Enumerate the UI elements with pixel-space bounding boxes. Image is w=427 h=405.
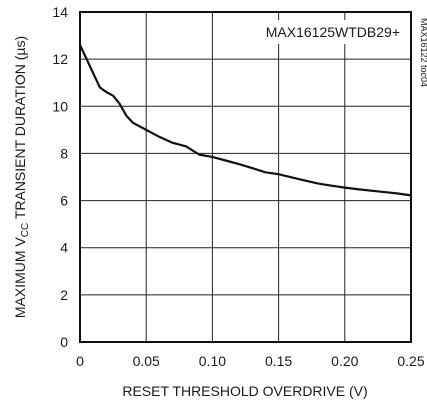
- x-tick-label: 0: [76, 353, 84, 369]
- y-tick-label: 2: [60, 287, 68, 303]
- x-tick-label: 0.25: [397, 353, 424, 369]
- y-axis-label-rest: TRANSIENT DURATION (µs): [12, 36, 28, 223]
- watermark-label: MAX16122 toc04: [419, 18, 427, 87]
- x-tick-labels: 0 0.05 0.10 0.15 0.20 0.25: [76, 353, 425, 369]
- x-axis-label: RESET THRESHOLD OVERDRIVE (V): [122, 383, 367, 399]
- y-axis-label-main: MAXIMUM V: [12, 237, 28, 319]
- y-tick-label: 0: [60, 334, 68, 350]
- chart-title: MAX16125WTDB29+: [266, 24, 400, 40]
- y-tick-label: 10: [52, 98, 68, 114]
- x-tick-label: 0.20: [331, 353, 358, 369]
- y-axis-label: MAXIMUM VCC TRANSIENT DURATION (µs): [12, 36, 31, 318]
- y-tick-label: 14: [52, 4, 68, 20]
- series-line: [78, 43, 413, 197]
- y-tick-label: 8: [60, 145, 68, 161]
- x-tick-label: 0.15: [265, 353, 292, 369]
- grid-layer: [80, 12, 411, 342]
- y-tick-labels: 0 2 4 6 8 10 12 14: [52, 4, 68, 350]
- title-background: [250, 20, 406, 44]
- y-tick-label: 6: [60, 193, 68, 209]
- x-tick-label: 0.10: [199, 353, 226, 369]
- y-axis-label-subscript: CC: [20, 223, 31, 237]
- y-tick-label: 12: [52, 51, 68, 67]
- y-tick-label: 4: [60, 240, 68, 256]
- plot-frame: [79, 11, 412, 343]
- watermark-background: [412, 18, 424, 94]
- x-tick-label: 0.05: [133, 353, 160, 369]
